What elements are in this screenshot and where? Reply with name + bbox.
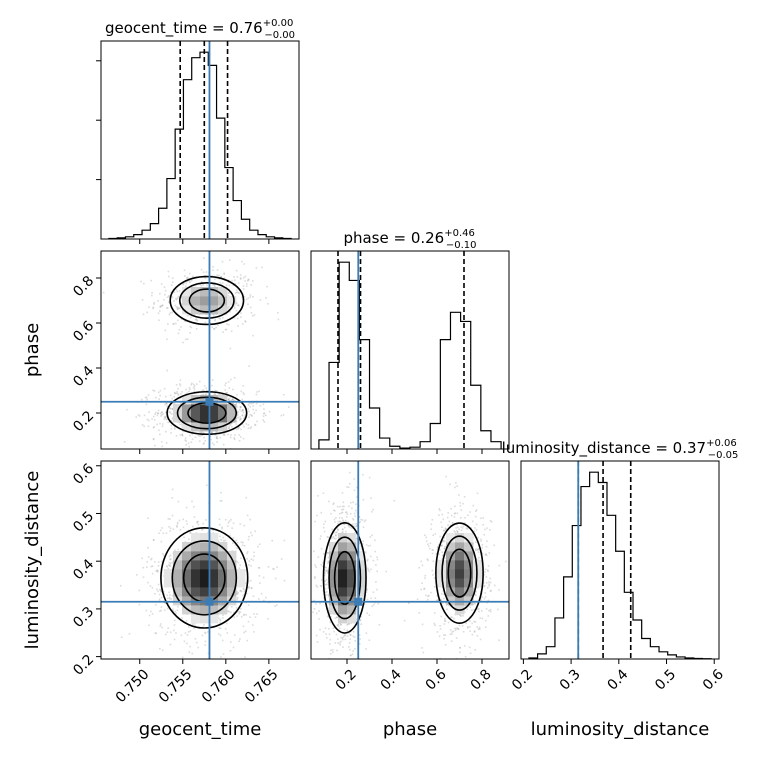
truth-point-geocent_time-luminosity_distance: [205, 597, 214, 606]
x-tick-label-geocent_time: 0.760: [199, 666, 239, 706]
title-phase: phase = 0.26+0.46 −0.10: [343, 228, 476, 251]
y-tick-label-phase: 0.2: [70, 408, 97, 435]
density-geocent_time-luminosity_distance: [164, 533, 246, 624]
y-axis-label-phase: phase: [22, 323, 43, 377]
x-tick-label-luminosity_distance: 0.2: [509, 666, 536, 693]
x-tick-label-geocent_time: 0.755: [156, 666, 196, 706]
contour-geocent_time-phase-0-2: [169, 275, 245, 326]
panel-frame-phase-luminosity_distance: [310, 460, 510, 660]
contour-geocent_time-luminosity_distance-0-2: [160, 526, 249, 629]
histogram-phase: [318, 261, 502, 449]
x-axis-label-luminosity_distance: luminosity_distance: [531, 719, 710, 740]
y-tick-label-luminosity_distance: 0.2: [70, 652, 97, 679]
x-axis-label-geocent_time: geocent_time: [139, 719, 262, 740]
contour-phase-luminosity_distance-1-1: [441, 535, 478, 611]
contour-geocent_time-phase-1-1: [176, 396, 238, 430]
panel-frame-phase: [310, 250, 510, 450]
contour-geocent_time-phase-1-2: [166, 390, 248, 436]
grid-luminosity_distance: [521, 461, 719, 659]
histogram-geocent_time: [108, 51, 292, 240]
grid-phase: [311, 251, 509, 449]
y-axis-label-luminosity_distance: luminosity_distance: [22, 471, 43, 650]
x-tick-label-phase: 0.4: [378, 666, 405, 693]
y-tick-label-luminosity_distance: 0.5: [70, 508, 97, 535]
contour-geocent_time-luminosity_distance-0-1: [171, 540, 238, 616]
title-geocent_time: geocent_time = 0.76+0.00 −0.00: [105, 18, 295, 41]
contour-phase-luminosity_distance-0-2: [322, 521, 367, 634]
contour-phase-luminosity_distance-1-0: [447, 548, 472, 598]
contour-phase-luminosity_distance-0-1: [328, 536, 362, 620]
x-tick-label-phase: 0.6: [423, 666, 450, 693]
histogram-luminosity_distance: [528, 471, 712, 660]
x-tick-label-luminosity_distance: 0.6: [700, 666, 727, 693]
y-tick-label-luminosity_distance: 0.6: [70, 461, 97, 488]
contour-geocent_time-phase-0-1: [179, 282, 235, 319]
panel-frame-geocent_time-phase: [100, 250, 300, 450]
y-tick-label-phase: 0.8: [70, 273, 97, 300]
truth-point-geocent_time-phase: [205, 397, 214, 406]
contour-phase-luminosity_distance-1-2: [435, 522, 484, 625]
x-tick-label-geocent_time: 0.765: [242, 666, 282, 706]
x-tick-label-luminosity_distance: 0.4: [604, 666, 631, 693]
title-luminosity_distance: luminosity_distance = 0.37+0.06 −0.05: [502, 438, 739, 461]
panel-frame-luminosity_distance: [520, 460, 720, 660]
x-tick-label-luminosity_distance: 0.3: [557, 666, 584, 693]
grid-geocent_time: [101, 41, 299, 239]
y-tick-label-luminosity_distance: 0.4: [70, 556, 97, 583]
y-tick-label-phase: 0.6: [70, 318, 97, 345]
x-tick-label-luminosity_distance: 0.5: [652, 666, 679, 693]
panel-frame-geocent_time: [100, 40, 300, 240]
y-tick-label-luminosity_distance: 0.3: [70, 604, 97, 631]
x-tick-label-phase: 0.2: [333, 666, 360, 693]
x-tick-label-geocent_time: 0.750: [113, 666, 153, 706]
x-axis-label-phase: phase: [383, 719, 437, 740]
contour-geocent_time-phase-0-0: [188, 288, 226, 313]
truth-point-phase-luminosity_distance: [354, 597, 363, 606]
contour-phase-luminosity_distance-0-0: [333, 550, 356, 605]
x-tick-label-phase: 0.8: [468, 666, 495, 693]
y-tick-label-phase: 0.4: [70, 363, 97, 390]
panel-frame-geocent_time-luminosity_distance: [100, 460, 300, 660]
